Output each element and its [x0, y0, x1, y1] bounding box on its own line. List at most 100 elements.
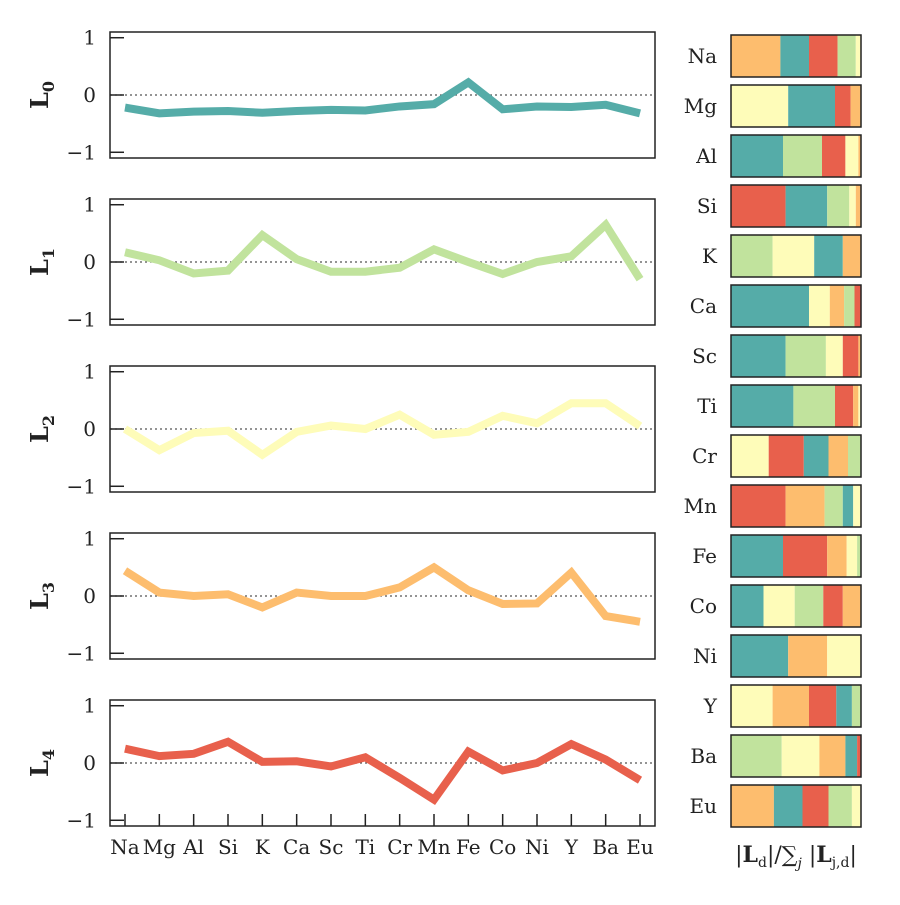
bar-segment-L0: [788, 85, 835, 127]
line-panel-0: 10−1L0: [25, 26, 655, 165]
bar-segment-L0: [774, 785, 803, 827]
row-label: Cr: [692, 444, 717, 468]
line-panel-2: 10−1L2: [25, 360, 655, 499]
bar-segment-L1: [829, 785, 852, 827]
x-tick-label: Al: [182, 835, 204, 859]
y-tick-label: 1: [83, 694, 96, 718]
bar-segment-L3: [786, 485, 825, 527]
line-panel-1: 10−1L1: [25, 193, 655, 332]
bar-segment-L4: [809, 685, 836, 727]
bar-segment-L0: [731, 335, 786, 377]
line-panel-3: 10−1L3: [25, 527, 655, 666]
bar-segment-L0: [731, 135, 783, 177]
bar-segment-L0: [843, 485, 853, 527]
bar-segment-L3: [856, 185, 861, 227]
bar-segment-L0: [836, 685, 852, 727]
bar-segment-L2: [826, 335, 843, 377]
x-tick-label: Fe: [456, 835, 481, 859]
stacked-bar-row-Ni: Ni: [693, 635, 861, 677]
x-tick-label: Ti: [355, 835, 375, 859]
y-axis-label-subscript: 4: [39, 749, 58, 760]
row-label: Al: [695, 144, 717, 168]
y-tick-label: −1: [67, 307, 96, 331]
y-axis-label-subscript: 2: [39, 415, 58, 426]
bar-segment-L0: [731, 585, 764, 627]
row-label: Ni: [693, 644, 717, 668]
bar-segment-L4: [855, 285, 862, 327]
bar-segment-L3: [731, 785, 774, 827]
bar-segment-L1: [795, 585, 824, 627]
y-tick-label: −1: [67, 641, 96, 665]
series-line: [125, 403, 640, 455]
bar-segment-L3: [773, 685, 809, 727]
y-tick-label: −1: [67, 808, 96, 832]
y-tick-label: 0: [83, 584, 96, 608]
bar-axis-label: |Ld|/∑j |Lj,d|: [735, 842, 857, 872]
bar-segment-L4: [731, 485, 786, 527]
bar-segment-L2: [773, 235, 815, 277]
row-label: Co: [690, 594, 717, 618]
bar-segment-L3: [853, 385, 858, 427]
y-tick-label: −1: [67, 474, 96, 498]
x-tick-label: Mn: [417, 835, 450, 859]
bar-segment-L4: [843, 335, 859, 377]
bar-segment-L1: [848, 435, 861, 477]
y-axis-label-subscript: 1: [39, 248, 58, 259]
row-label: Eu: [690, 794, 718, 818]
x-tick-label: Co: [489, 835, 516, 859]
row-label: Na: [688, 44, 718, 68]
row-label: Si: [697, 194, 717, 218]
bar-segment-L2: [731, 685, 773, 727]
bar-segment-L0: [731, 535, 783, 577]
bar-segment-L3: [843, 585, 861, 627]
bar-segment-L4: [803, 785, 829, 827]
bar-segment-L0: [786, 185, 828, 227]
x-tick-label: Eu: [626, 835, 654, 859]
y-axis-label: L1: [25, 248, 58, 276]
bar-segment-L2: [764, 585, 795, 627]
row-label: Mg: [684, 94, 717, 118]
bar-segment-L0: [845, 735, 857, 777]
bar-segment-L2: [731, 85, 788, 127]
y-axis-label-subscript: 0: [39, 81, 58, 92]
stacked-bar-row-Cr: Cr: [692, 435, 861, 477]
x-tick-label: Cr: [387, 835, 412, 859]
x-tick-label: K: [255, 835, 271, 859]
bar-segment-L4: [783, 535, 827, 577]
bar-segment-L3: [788, 635, 827, 677]
y-axis-label-base: L: [25, 259, 54, 276]
bar-segment-L4: [835, 385, 853, 427]
bar-segment-L1: [731, 735, 782, 777]
y-axis-label-base: L: [25, 426, 54, 443]
y-tick-label: 0: [83, 250, 96, 274]
row-label: Ti: [697, 394, 717, 418]
y-axis-label-subscript: 3: [39, 582, 58, 593]
bar-segment-L4: [835, 85, 851, 127]
bar-segment-L1: [825, 485, 843, 527]
bar-segment-L4: [731, 185, 786, 227]
y-tick-label: 1: [83, 26, 96, 50]
bar-segment-L1: [793, 385, 835, 427]
y-tick-label: 1: [83, 193, 96, 217]
row-label: Sc: [692, 344, 717, 368]
bar-segment-L0: [731, 385, 793, 427]
bar-segment-L4: [809, 35, 838, 77]
bar-segment-L3: [851, 85, 861, 127]
stacked-bar-row-Fe: Fe: [692, 535, 861, 577]
y-axis-label-base: L: [25, 593, 54, 610]
stacked-bar-row-Y: Y: [703, 685, 861, 727]
row-label: Fe: [692, 544, 717, 568]
bar-segment-L2: [852, 785, 861, 827]
y-tick-label: 0: [83, 83, 96, 107]
bar-segment-L0: [731, 285, 809, 327]
x-tick-label: Na: [110, 835, 140, 859]
bar-segment-L2: [809, 285, 830, 327]
bar-segment-L2: [853, 485, 861, 527]
bar-segment-L4: [823, 585, 843, 627]
bar-segment-L3: [829, 435, 849, 477]
stacked-bar-row-Sc: Sc: [692, 335, 861, 377]
bar-segment-L3: [830, 285, 844, 327]
